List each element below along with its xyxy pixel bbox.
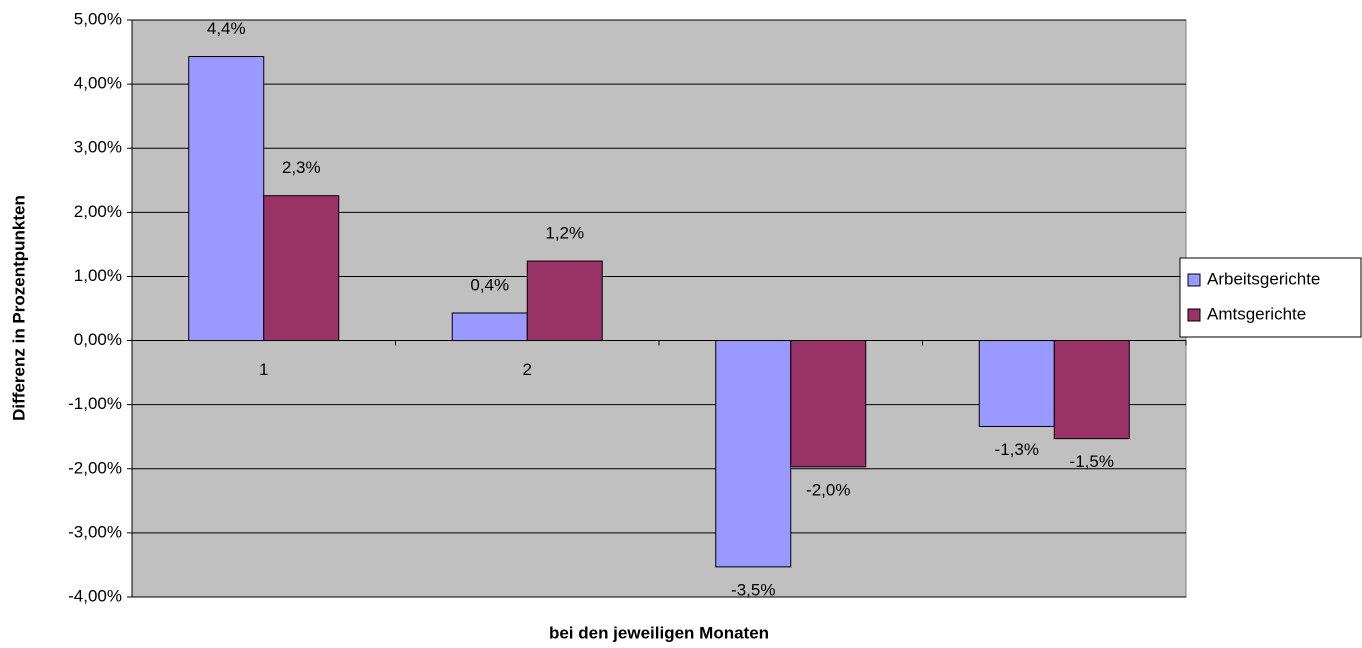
y-tick-label: 4,00% [74,74,122,93]
legend-swatch [1187,273,1201,287]
bar [188,56,265,342]
x-tick-label: 1 [259,360,268,379]
data-label: -1,3% [995,440,1039,459]
data-label: 2,3% [282,158,321,177]
y-tick-label: -1,00% [68,394,122,413]
data-label: 4,4% [207,19,246,38]
bar [263,195,340,342]
data-label: 0,4% [470,275,509,294]
bar [1053,340,1130,440]
legend-box [1179,257,1362,338]
x-axis-title: bei den jeweiligen Monaten [549,623,769,642]
data-label: 1,2% [545,224,584,243]
y-axis-title: Differenz in Prozentpunkten [9,195,28,421]
y-tick-label: -4,00% [68,586,122,605]
bar [715,340,792,568]
bar [790,340,867,468]
bar [978,340,1055,427]
y-tick-label: 2,00% [74,202,122,221]
y-tick-label: 1,00% [74,266,122,285]
y-tick-label: -3,00% [68,522,122,541]
bar [451,312,528,342]
legend-label: Amtsgerichte [1207,304,1306,323]
y-tick-label: 5,00% [74,9,122,28]
bar [526,260,603,342]
data-label: -1,5% [1070,452,1114,471]
y-tick-label: -2,00% [68,458,122,477]
x-tick-label: 2 [523,360,532,379]
data-label: -3,5% [731,580,775,599]
y-tick-label: 3,00% [74,138,122,157]
legend-label: Arbeitsgerichte [1207,269,1320,288]
legend-swatch [1187,308,1201,322]
y-tick-label: 0,00% [74,330,122,349]
data-label: -2,0% [806,480,850,499]
